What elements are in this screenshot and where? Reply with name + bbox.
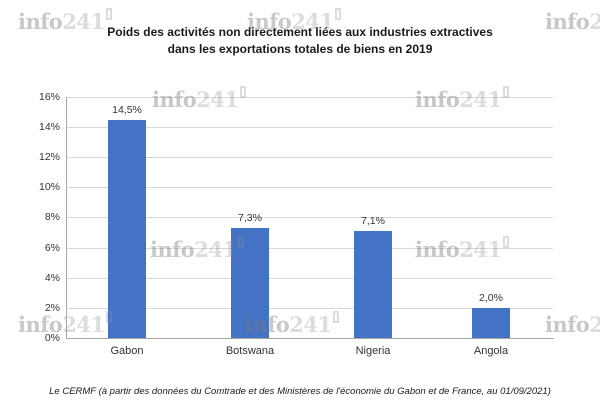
bar-nigeria	[354, 231, 392, 338]
chart-title-line2: dans les exportations totales de biens e…	[167, 42, 433, 56]
y-tick-4: 4%	[44, 272, 60, 284]
y-tick-2: 2%	[44, 302, 60, 314]
watermark-text-num: 241	[289, 312, 332, 337]
watermark-text-num: 241	[196, 87, 239, 112]
watermark-text-info: info	[415, 237, 460, 262]
chart-title-line1: Poids des activités non directement liée…	[107, 25, 493, 39]
watermark-text-info: info	[415, 87, 460, 112]
bar-angola	[472, 308, 510, 338]
y-tick-10: 10%	[38, 181, 60, 193]
bar-botswana	[231, 228, 269, 338]
info241-logo-block-icon	[502, 236, 509, 248]
y-tick-8: 8%	[44, 211, 60, 223]
info241-watermark: info241	[150, 236, 244, 263]
info241-watermark: info241	[415, 86, 509, 113]
watermark-text-num: 241	[459, 237, 502, 262]
info241-watermark: info241	[152, 86, 246, 113]
watermark-text-num: 241	[589, 312, 600, 337]
source-caption: Le CERMF (à partir des données du Comtra…	[49, 386, 551, 397]
info241-logo-block-icon	[105, 8, 112, 20]
gridline-12pct	[66, 157, 553, 158]
info241-logo-block-icon	[332, 311, 339, 323]
watermark-text-num: 241	[62, 312, 105, 337]
y-tick-6: 6%	[44, 242, 60, 254]
gridline-10pct	[66, 187, 553, 188]
y-tick-12: 12%	[38, 151, 60, 163]
gridline-14pct	[66, 127, 553, 128]
cat-label-gabon: Gabon	[110, 345, 144, 357]
watermark-text-info: info	[545, 312, 590, 337]
watermark-text-info: info	[152, 87, 197, 112]
bar-gabon	[108, 120, 146, 338]
y-axis-line	[66, 97, 67, 338]
info241-watermark: info241	[545, 311, 600, 338]
value-label-gabon: 14,5%	[112, 104, 142, 116]
info241-watermark: info241	[415, 236, 509, 263]
value-label-botswana: 7,3%	[238, 212, 262, 224]
x-axis-line	[66, 338, 554, 339]
watermark-text-info: info	[150, 237, 195, 262]
cat-label-botswana: Botswana	[225, 345, 275, 357]
cat-label-angola: Angola	[473, 345, 509, 357]
watermark-text-num: 241	[459, 87, 502, 112]
y-tick-0: 0%	[44, 332, 60, 344]
gridline-16pct	[66, 97, 553, 98]
gridline-4pct	[66, 278, 553, 279]
chart-title: Poids des activités non directement liée…	[0, 24, 600, 58]
value-label-nigeria: 7,1%	[361, 215, 385, 227]
gridline-6pct	[66, 248, 553, 249]
gridline-8pct	[66, 217, 553, 218]
cat-label-nigeria: Nigeria	[355, 345, 391, 357]
value-label-angola: 2,0%	[479, 292, 503, 304]
y-tick-14: 14%	[38, 121, 60, 133]
info241-logo-block-icon	[334, 8, 341, 20]
y-tick-16: 16%	[38, 91, 60, 103]
gridline-2pct	[66, 308, 553, 309]
